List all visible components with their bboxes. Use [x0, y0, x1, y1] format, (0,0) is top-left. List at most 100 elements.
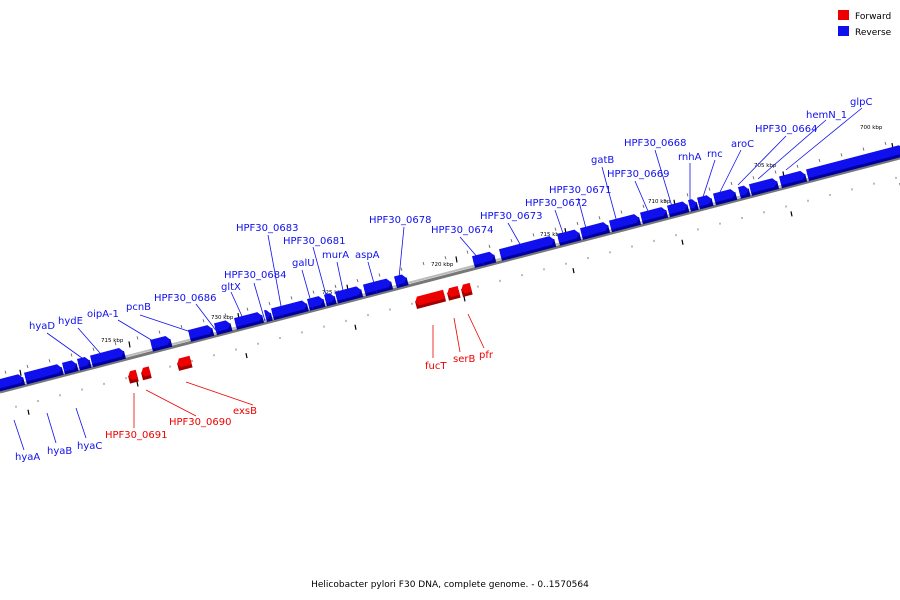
reverse-gene-block[interactable] — [271, 299, 309, 321]
gene-label-HPF30-0681[interactable]: HPF30_0681 — [283, 236, 345, 247]
forward-gene-block[interactable] — [176, 355, 193, 371]
gene-label-hydE[interactable]: hydE — [58, 316, 83, 327]
reverse-gene-block[interactable] — [234, 311, 265, 330]
reverse-gene-block[interactable] — [264, 309, 273, 322]
gene-label-fucT[interactable]: fucT — [425, 361, 447, 372]
reverse-gene-block[interactable] — [62, 359, 79, 375]
gene-label-pcnB[interactable]: pcnB — [126, 302, 151, 313]
reverse-gene-block[interactable] — [90, 347, 126, 368]
gene-label-HPF30-0673[interactable]: HPF30_0673 — [480, 211, 542, 222]
gene-label-hyaB[interactable]: hyaB — [47, 446, 72, 457]
tick-mark-upper — [774, 170, 777, 174]
gene-label-HPF30-0686[interactable]: HPF30_0686 — [154, 293, 216, 304]
gene-label-hemN-1[interactable]: hemN_1 — [806, 110, 847, 121]
gene-label-exsB[interactable]: exsB — [233, 406, 257, 417]
forward-gene-block[interactable] — [127, 369, 139, 384]
tick-mark-upper — [686, 193, 689, 197]
gene-label-HPF30-0684[interactable]: HPF30_0684 — [224, 270, 286, 281]
gene-label-hyaA[interactable]: hyaA — [15, 452, 40, 463]
gene-label-rnhA[interactable]: rnhA — [678, 152, 702, 163]
reverse-gene-block[interactable] — [150, 335, 173, 352]
legend-forward-swatch — [838, 10, 849, 20]
gene-label-aroC[interactable]: aroC — [731, 139, 754, 150]
tick-mark-major-lower — [572, 267, 575, 274]
tick-mark-upper — [92, 347, 95, 351]
reverse-gene-block[interactable] — [335, 285, 364, 304]
gene-label-hyaC[interactable]: hyaC — [77, 441, 102, 452]
reverse-gene-block[interactable] — [713, 188, 738, 206]
tick-mark-upper — [48, 359, 51, 363]
reverse-gene-block[interactable] — [363, 278, 394, 297]
gene-label-HPF30-0671[interactable]: HPF30_0671 — [549, 185, 611, 196]
reverse-gene-block[interactable] — [77, 356, 92, 371]
gene-label-glpC[interactable]: glpC — [850, 97, 872, 108]
gene-label-HPF30-0691[interactable]: HPF30_0691 — [105, 430, 167, 441]
gene-label-oipA-1[interactable]: oipA-1 — [87, 309, 119, 320]
gene-label-rnc[interactable]: rnc — [707, 149, 723, 160]
reverse-gene-block[interactable] — [609, 213, 642, 233]
reverse-gene-block[interactable] — [667, 201, 690, 218]
reverse-gene-block[interactable] — [24, 363, 64, 385]
reverse-gene-block[interactable] — [738, 185, 751, 199]
gene-label-hyaD[interactable]: hyaD — [29, 321, 55, 332]
tick-mark-upper — [532, 233, 535, 237]
forward-gene-block[interactable] — [414, 289, 447, 309]
forward-genes — [127, 282, 473, 384]
tick-mark-upper — [312, 290, 315, 294]
gene-label-HPF30-0674[interactable]: HPF30_0674 — [431, 225, 493, 236]
reverse-gene-block[interactable] — [472, 251, 497, 268]
tick-mark-upper — [268, 301, 271, 306]
reverse-gene-block[interactable] — [0, 373, 26, 392]
legend-reverse-swatch — [838, 26, 849, 36]
tick-mark-major — [19, 369, 22, 376]
gene-label-HPF30-0664[interactable]: HPF30_0664 — [755, 124, 817, 135]
reverse-gene-block[interactable] — [324, 292, 337, 307]
tick-mark-major-lower — [245, 353, 248, 359]
tick-mark-major-lower — [354, 324, 357, 330]
gene-label-gltX[interactable]: gltX — [221, 282, 241, 293]
tick-mark-upper — [510, 239, 513, 243]
tick-mark-upper — [334, 284, 337, 289]
gene-label-HPF30-0672[interactable]: HPF30_0672 — [525, 198, 587, 209]
gene-label-HPF30-0668[interactable]: HPF30_0668 — [624, 138, 686, 149]
tick-mark-upper — [466, 250, 469, 254]
reverse-gene-labels: hyaD hydE oipA-1 pcnB HPF30_0686 gltX HP… — [29, 97, 872, 332]
gene-label-serB[interactable]: serB — [453, 354, 475, 365]
axis-label-730: 730 kbp — [211, 315, 234, 321]
forward-gene-block[interactable] — [460, 282, 473, 298]
forward-gene-block[interactable] — [446, 286, 461, 301]
genome-caption: Helicobacter pylori F30 DNA, complete ge… — [311, 580, 589, 590]
reverse-gene-block[interactable] — [697, 194, 714, 210]
tick-mark-upper — [202, 319, 205, 323]
reverse-leaders — [46, 107, 863, 359]
reverse-gene-block[interactable] — [499, 235, 557, 261]
reverse-gene-block[interactable] — [806, 144, 900, 182]
tick-mark-upper — [4, 370, 7, 374]
gene-label-gatB[interactable]: gatB — [591, 155, 614, 166]
legend-forward-label: Forward — [855, 12, 891, 22]
reverse-gene-block[interactable] — [749, 177, 780, 196]
gene-label-murA[interactable]: murA — [322, 250, 349, 261]
gene-label-pfr[interactable]: pfr — [479, 350, 494, 361]
forward-gene-block[interactable] — [140, 366, 152, 381]
reverse-gene-block[interactable] — [640, 206, 669, 225]
gene-label-HPF30-0690[interactable]: HPF30_0690 — [169, 417, 231, 428]
tick-mark-upper — [378, 273, 381, 277]
gene-label-galU[interactable]: galU — [292, 258, 315, 269]
gene-label-aspA[interactable]: aspA — [355, 250, 380, 261]
gene-label-HPF30-0678[interactable]: HPF30_0678 — [369, 215, 431, 226]
tick-mark-upper — [642, 204, 645, 208]
gene-label-HPF30-0669[interactable]: HPF30_0669 — [607, 169, 669, 180]
tick-mark-upper — [752, 176, 755, 180]
axis-label-710: 710 kbp — [648, 199, 671, 205]
tick-mark-upper — [356, 279, 359, 283]
tick-mark-upper — [26, 364, 29, 369]
gene-label-HPF30-0683[interactable]: HPF30_0683 — [236, 223, 298, 234]
reverse-gene-block[interactable] — [779, 170, 808, 189]
reverse-gene-block[interactable] — [214, 319, 233, 335]
reverse-gene-block[interactable] — [188, 324, 215, 342]
axis-label-705: 705 kbp — [754, 163, 777, 169]
tick-mark-upper — [422, 261, 425, 266]
axis-label-735: 715 kbp — [101, 338, 124, 344]
